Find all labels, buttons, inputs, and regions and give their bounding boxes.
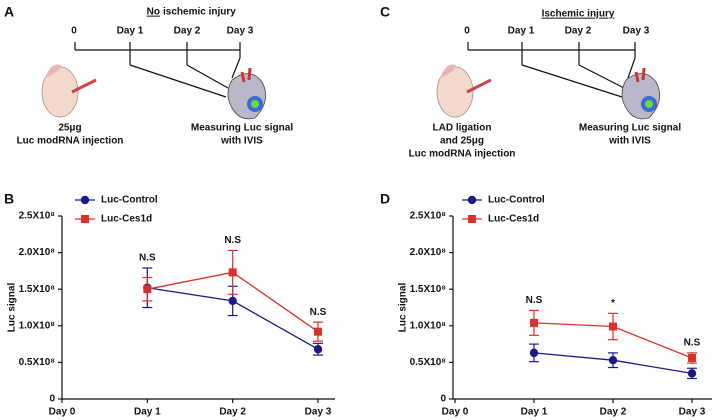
- marker: [228, 268, 237, 277]
- panel-letter: B: [4, 191, 14, 207]
- description: 25μg: [58, 123, 81, 134]
- y-tick-label: 0: [440, 394, 446, 405]
- timeline-ticks: [467, 42, 636, 98]
- chart: 0 0.5X10⁸ 1.0X10⁸ 1.5X10⁸ 2.0X10⁸ 2.5X10⁸ Luc …: [398, 195, 712, 418]
- panel-letter: D: [380, 191, 390, 207]
- y-tick-label: 2.0X10⁸: [410, 247, 447, 258]
- marker: [228, 296, 237, 306]
- x-tick-label: Day 3: [679, 407, 706, 418]
- panel-a: A No ischemic injury 0 Day 1 Day 2 Day 3…: [4, 4, 293, 147]
- timeline-ticks: [74, 42, 241, 98]
- legend-marker: [467, 195, 477, 205]
- timeline-label: Day 3: [623, 26, 650, 37]
- legend-label: Luc-Control: [488, 195, 545, 206]
- timeline-label: 0: [71, 26, 77, 37]
- mouse-illustration: [436, 64, 492, 118]
- chart: 0 0.5X10⁸ 1.0X10⁸ 1.5X10⁸ 2.0X10⁸ 2.5X10⁸ Luc …: [7, 195, 335, 418]
- y-tick-label: 1.0X10⁸: [410, 320, 447, 331]
- annotation: *: [611, 298, 615, 309]
- panel-letter: A: [4, 4, 14, 20]
- panel-letter: C: [380, 4, 390, 20]
- annotation: N.S: [684, 338, 701, 349]
- description: and 25μg: [440, 136, 484, 147]
- description: LAD ligation: [433, 123, 492, 134]
- timeline-label: Day 1: [508, 26, 535, 37]
- description: Measuring Luc signal: [579, 123, 681, 134]
- marker: [688, 354, 696, 363]
- legend-label: Luc-Ces1d: [101, 214, 152, 225]
- x-tick-label: Day 1: [134, 407, 161, 418]
- heart-illustration: [621, 67, 661, 120]
- y-tick-label: 1.5X10⁸: [410, 284, 447, 295]
- y-axis-label: Luc signal: [398, 283, 409, 333]
- y-axis-label: Luc signal: [7, 283, 18, 333]
- description: Measuring Luc signal: [191, 123, 293, 134]
- annotation: N.S: [310, 307, 327, 318]
- marker: [143, 285, 152, 294]
- marker: [313, 345, 323, 354]
- legend-marker: [80, 195, 90, 205]
- legend-marker: [468, 215, 476, 223]
- title: ischemic injury: [163, 7, 236, 18]
- marker: [608, 356, 618, 365]
- y-tick-label: 2.5X10⁸: [410, 211, 447, 222]
- y-tick-label: 2.5X10⁸: [19, 211, 56, 222]
- x-tick-label: Day 2: [219, 407, 246, 418]
- description: Luc modRNA injection: [17, 136, 124, 147]
- timeline-label: Day 3: [227, 26, 254, 37]
- description: with IVIS: [608, 136, 651, 147]
- annotation: N.S: [526, 295, 543, 306]
- timeline-label: Day 1: [117, 26, 144, 37]
- marker: [529, 348, 539, 358]
- description: with IVIS: [220, 136, 263, 147]
- legend-marker: [81, 215, 89, 223]
- y-tick-label: 0.5X10⁸: [19, 357, 56, 368]
- marker: [314, 327, 322, 336]
- marker: [687, 369, 697, 378]
- mouse-illustration: [41, 64, 97, 118]
- x-tick-label: Day 1: [521, 407, 548, 418]
- y-tick-label: 1.5X10⁸: [19, 284, 56, 295]
- timeline-label: Day 2: [565, 26, 592, 37]
- y-tick-label: 0.5X10⁸: [410, 357, 447, 368]
- marker: [609, 322, 617, 331]
- x-tick-label: Day 0: [442, 407, 469, 418]
- x-tick-label: Day 0: [49, 407, 76, 418]
- annotation: N.S: [224, 235, 241, 246]
- title-underlined: No: [147, 7, 160, 18]
- marker: [530, 318, 538, 327]
- legend-label: Luc-Ces1d: [488, 214, 539, 225]
- annotation: N.S: [139, 253, 156, 264]
- heart-illustration: [227, 67, 267, 120]
- legend-label: Luc-Control: [101, 195, 158, 206]
- title-underlined: Ischemic injury: [542, 9, 615, 20]
- timeline-label: 0: [464, 26, 470, 37]
- y-tick-label: 2.0X10⁸: [19, 247, 56, 258]
- x-tick-label: Day 2: [600, 407, 627, 418]
- panel-c: C Ischemic injury 0 Day 1 Day 2 Day 3 LA…: [380, 4, 681, 160]
- timeline-label: Day 2: [174, 26, 201, 37]
- description: Luc modRNA injection: [409, 149, 516, 160]
- x-tick-label: Day 3: [305, 407, 332, 418]
- y-tick-label: 1.0X10⁸: [19, 320, 56, 331]
- y-tick-label: 0: [49, 394, 55, 405]
